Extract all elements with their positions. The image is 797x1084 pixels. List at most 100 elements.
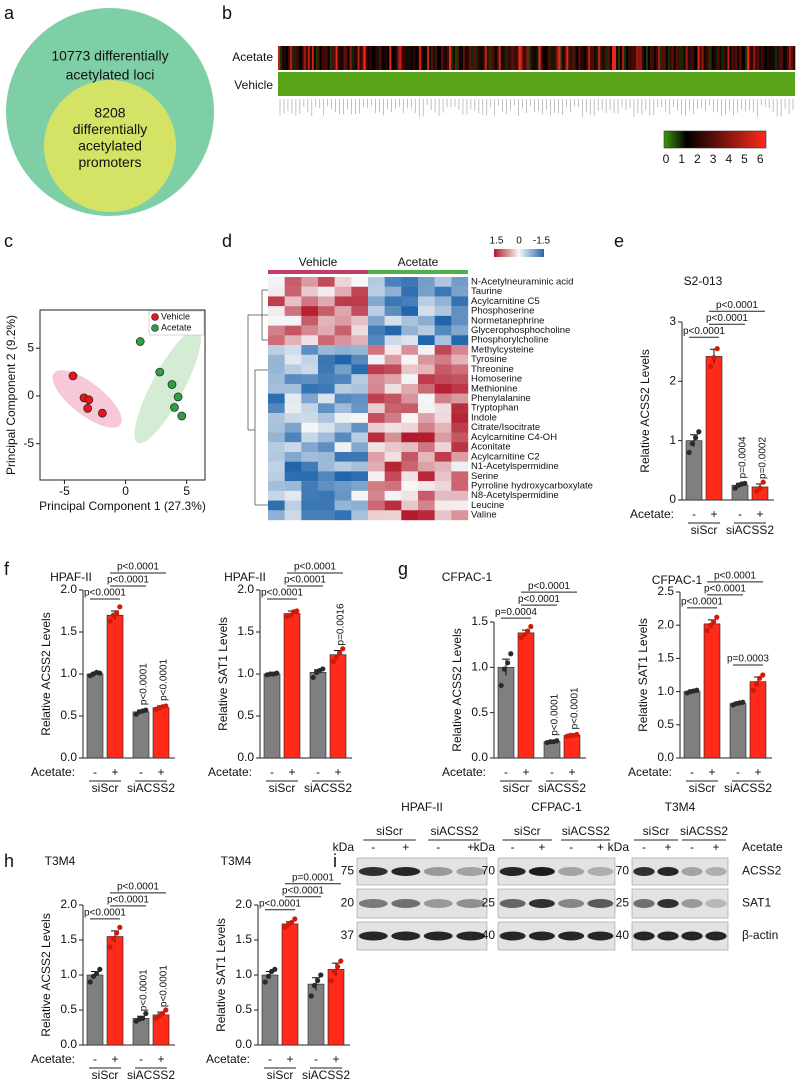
heatmap-cell — [540, 46, 543, 70]
heatmap-cell — [476, 46, 480, 70]
heatmap-cell — [417, 46, 420, 70]
heatmap-cell — [434, 374, 452, 385]
heatmap-cell — [284, 481, 302, 492]
data-point — [287, 612, 293, 618]
p-value: p<0.0001 — [550, 693, 561, 735]
p-value: p=0.0004 — [738, 436, 749, 478]
heatmap-cell — [472, 46, 476, 70]
blot-band — [558, 867, 585, 876]
legend-label: Acetate — [161, 322, 192, 332]
blot-band — [358, 899, 388, 908]
y-tick-label: -5 — [23, 436, 34, 450]
protein-label: ACSS2 — [742, 864, 782, 878]
heatmap-cell — [683, 46, 686, 70]
heatmap-cell — [727, 46, 730, 70]
heatmap-cell — [311, 46, 315, 70]
heatmap-cell — [384, 393, 402, 404]
data-point — [757, 485, 763, 491]
heatmap-cell — [645, 46, 649, 70]
heatmap-cell — [353, 46, 356, 70]
heatmap-cell — [418, 296, 435, 307]
blot-band — [633, 931, 655, 941]
heatmap-cell — [323, 46, 327, 70]
heatmap-cell — [268, 325, 285, 336]
y-tick-label: 2 — [669, 374, 676, 388]
heatmap-cell — [711, 46, 714, 70]
heatmap-cell — [659, 46, 663, 70]
heatmap-cell — [418, 393, 435, 404]
heatmap-cell — [351, 500, 369, 511]
heatmap-cell — [623, 46, 627, 70]
heatmap-cell — [384, 296, 402, 307]
heatmap-cell — [268, 451, 285, 462]
heatmap-cell — [334, 335, 352, 346]
heatmap-row-label: Serine — [471, 471, 498, 482]
data-point — [163, 1007, 169, 1013]
heatmap-cell — [368, 277, 385, 287]
heatmap-row-label: Methylcysteine — [471, 344, 534, 355]
heatmap-cell — [451, 500, 469, 511]
panel-label: i — [333, 851, 337, 871]
heatmap-cell — [401, 451, 419, 462]
y-tick-label: 1.0 — [471, 660, 488, 674]
heatmap-cell — [384, 461, 402, 472]
heatmap-cell — [418, 277, 435, 287]
lane-label: + — [402, 840, 409, 854]
heatmap-cell — [542, 46, 545, 70]
heatmap-cell — [418, 413, 435, 423]
group-label: siACSS2 — [430, 824, 478, 838]
heatmap-cell — [334, 286, 352, 297]
heatmap-cell — [418, 471, 435, 482]
kda-label: kDa — [474, 840, 496, 854]
blot-band — [587, 867, 614, 876]
heatmap-cell — [334, 306, 352, 317]
heatmap-cell — [522, 46, 525, 70]
heatmap-row-label: Citrate/Isocitrate — [471, 422, 540, 433]
blot-band — [358, 867, 388, 876]
blot-band — [423, 931, 453, 941]
heatmap-cell — [434, 422, 452, 433]
heatmap-cell — [384, 510, 402, 521]
heatmap-cell — [301, 374, 319, 385]
heatmap-row-label: Valine — [471, 510, 497, 521]
heatmap-cell — [351, 315, 369, 326]
heatmap-cell — [418, 354, 435, 365]
heatmap-row-label: N8-Acetylspermidine — [471, 490, 559, 501]
heatmap-cell — [301, 296, 319, 307]
factor-label: Acetate: — [442, 765, 486, 779]
y-tick-label: 0.0 — [60, 750, 77, 764]
heatmap-cell — [281, 46, 285, 70]
blot-title: CFPAC-1 — [531, 800, 582, 814]
heatmap-cell — [268, 413, 285, 423]
heatmap-cell — [454, 46, 458, 70]
heatmap-cell — [434, 471, 452, 482]
color-scale — [494, 249, 544, 257]
y-axis-label: Relative SAT1 Levels — [636, 618, 650, 732]
data-point — [554, 738, 560, 744]
heatmap-cell — [735, 46, 738, 70]
color-scale-label: 5 — [741, 152, 748, 166]
heatmap-cell — [318, 315, 335, 326]
heatmap-cell — [418, 374, 435, 385]
heatmap-cell — [451, 345, 469, 355]
heatmap-cell — [785, 46, 788, 70]
heatmap-row-label: Threonine — [471, 364, 514, 375]
heatmap-cell — [451, 296, 469, 307]
heatmap-cell — [434, 403, 452, 414]
heatmap-cell — [574, 46, 577, 70]
heatmap-cell — [384, 277, 402, 287]
group-label: siScr — [503, 781, 530, 795]
heatmap-cell — [368, 471, 385, 482]
heatmap-cell — [297, 46, 301, 70]
heatmap-cell — [334, 383, 352, 394]
p-value: p<0.0001 — [683, 326, 725, 337]
heatmap-cell — [627, 46, 631, 70]
y-tick-label: 0.0 — [237, 750, 254, 764]
heatmap-cell — [373, 46, 376, 70]
group-label: siScr — [267, 1068, 294, 1082]
heatmap-row-label: Taurine — [471, 286, 502, 297]
data-point — [114, 930, 120, 936]
venn-label: promoters — [78, 154, 141, 170]
heatmap-cell — [401, 296, 419, 307]
heatmap-cell — [433, 46, 436, 70]
